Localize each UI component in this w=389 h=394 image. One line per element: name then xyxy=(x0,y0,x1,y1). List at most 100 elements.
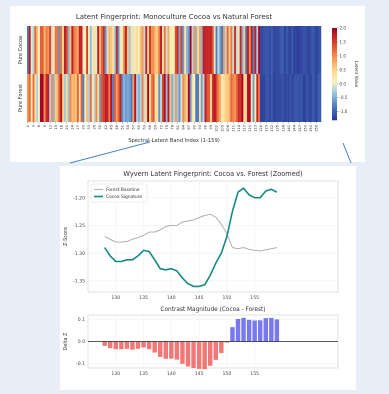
heatmap-x-tick-label: 42 xyxy=(104,125,108,130)
heatmap-cell xyxy=(245,74,248,122)
bar-29 xyxy=(263,318,268,342)
heatmap-cell xyxy=(235,26,239,74)
heatmap-cell xyxy=(197,26,200,74)
heatmap-cell xyxy=(73,74,76,122)
heatmap-cell xyxy=(51,26,54,74)
heatmap-x-tick-label: 138 xyxy=(281,124,285,132)
heatmap-cell xyxy=(126,26,129,74)
line-x-tick-label: 150 xyxy=(222,295,231,301)
heatmap-cell xyxy=(43,74,46,122)
colorbar-step xyxy=(332,58,337,61)
heatmap-cell xyxy=(213,26,216,74)
heatmap-x-tick-label: 114 xyxy=(237,124,241,132)
heatmap-cell xyxy=(202,26,205,74)
heatmap-cells xyxy=(27,26,322,122)
heatmap-cell xyxy=(125,26,128,74)
heatmap-cell xyxy=(287,26,290,74)
heatmap-cell xyxy=(123,74,126,122)
heatmap-x-tick-label: 3 xyxy=(32,125,36,127)
heatmap-cell xyxy=(139,26,142,74)
heatmap-cell xyxy=(195,74,198,122)
heatmap-cell xyxy=(232,26,235,74)
heatmap-cell xyxy=(271,74,274,122)
heatmap-cell xyxy=(163,26,166,74)
legend-entry-1: Cocoa Signature xyxy=(106,194,142,200)
heatmap-x-tick-label: 69 xyxy=(154,124,158,129)
heatmap-x-tick-label: 33 xyxy=(87,125,91,130)
heatmap-cell xyxy=(112,74,115,122)
heatmap-cell xyxy=(28,26,31,74)
bar-2 xyxy=(113,341,118,350)
bar-12 xyxy=(169,341,174,359)
heatmap-cell xyxy=(282,74,285,122)
heatmap-cell xyxy=(258,74,261,122)
bar-x-tick-label: 155 xyxy=(250,371,259,377)
heatmap-cell xyxy=(99,26,102,74)
colorbar-step xyxy=(332,29,337,32)
colorbar-step xyxy=(332,75,337,78)
heatmap-cell xyxy=(213,74,216,122)
heatmap-cell xyxy=(169,74,172,122)
colorbar-step xyxy=(332,92,337,95)
heatmap-cell xyxy=(152,26,155,74)
heatmap-cell xyxy=(36,26,39,74)
heatmap-cell xyxy=(298,26,301,74)
heatmap-cell xyxy=(51,74,54,122)
heatmap-cell xyxy=(27,26,30,74)
heatmap-cell xyxy=(91,26,94,74)
heatmap-cell xyxy=(147,74,150,122)
heatmap-cell xyxy=(186,74,189,122)
heatmap-cell xyxy=(56,26,59,74)
heatmap-cell xyxy=(158,26,161,74)
heatmap-cell xyxy=(104,74,107,122)
colorbar-step xyxy=(332,116,337,119)
heatmap-cell xyxy=(69,74,72,122)
heatmap-cell xyxy=(300,74,303,122)
heatmap-cell xyxy=(156,26,159,74)
bar-13 xyxy=(174,341,180,360)
heatmap-cell xyxy=(254,26,257,74)
heatmap-cell xyxy=(91,74,94,122)
heatmap-x-tick-label: 150 xyxy=(304,124,308,132)
heatmap-cell xyxy=(295,26,298,74)
heatmap-cell xyxy=(167,74,170,122)
heatmap-cell xyxy=(259,74,263,122)
heatmap-cell xyxy=(130,26,133,74)
bar-chart-title: Contrast Magnitude (Cocoa - Forest) xyxy=(160,307,265,313)
heatmap-x-tick-label: 84 xyxy=(181,124,185,129)
heatmap-cell xyxy=(197,74,200,122)
heatmap-cell xyxy=(228,26,231,74)
heatmap-cell xyxy=(276,74,279,122)
heatmap-cell xyxy=(86,74,89,122)
bar-y-tick-label: -0.1 xyxy=(76,361,85,367)
heatmap-x-tick-label: 132 xyxy=(270,125,274,132)
heatmap-cell xyxy=(56,74,59,122)
bar-18 xyxy=(202,341,207,370)
colorbar-step xyxy=(332,80,337,82)
colorbar-step xyxy=(332,103,337,105)
heatmap-cell xyxy=(82,74,85,122)
bar-1 xyxy=(108,341,113,349)
heatmap-cell xyxy=(206,26,209,74)
bar-28 xyxy=(258,320,263,342)
heatmap-cell xyxy=(67,26,70,74)
colorbar-step xyxy=(332,115,337,118)
heatmap-cell xyxy=(308,26,311,74)
heatmap-x-tick-label: 36 xyxy=(93,124,97,129)
heatmap-cell xyxy=(32,26,35,74)
heatmap-cell xyxy=(97,74,100,122)
colorbar-step xyxy=(332,106,337,109)
heatmap-cell xyxy=(150,26,153,74)
heatmap-cell xyxy=(208,74,211,122)
heatmap-cell xyxy=(248,74,251,122)
colorbar-step xyxy=(332,34,337,36)
heatmap-cell xyxy=(58,74,61,122)
heatmap-cell xyxy=(269,26,272,74)
colorbar-step xyxy=(332,98,337,101)
heatmap-x-tick-label: 15 xyxy=(54,125,58,130)
bar-x-tick-label: 145 xyxy=(195,371,204,377)
heatmap-title: Latent Fingerprint: Monoculture Cocoa vs… xyxy=(76,13,273,21)
heatmap-cell xyxy=(230,74,233,122)
line-chart-title: Wyvern Latent Fingerprint: Cocoa vs. For… xyxy=(123,170,302,178)
heatmap-cell xyxy=(204,74,207,122)
